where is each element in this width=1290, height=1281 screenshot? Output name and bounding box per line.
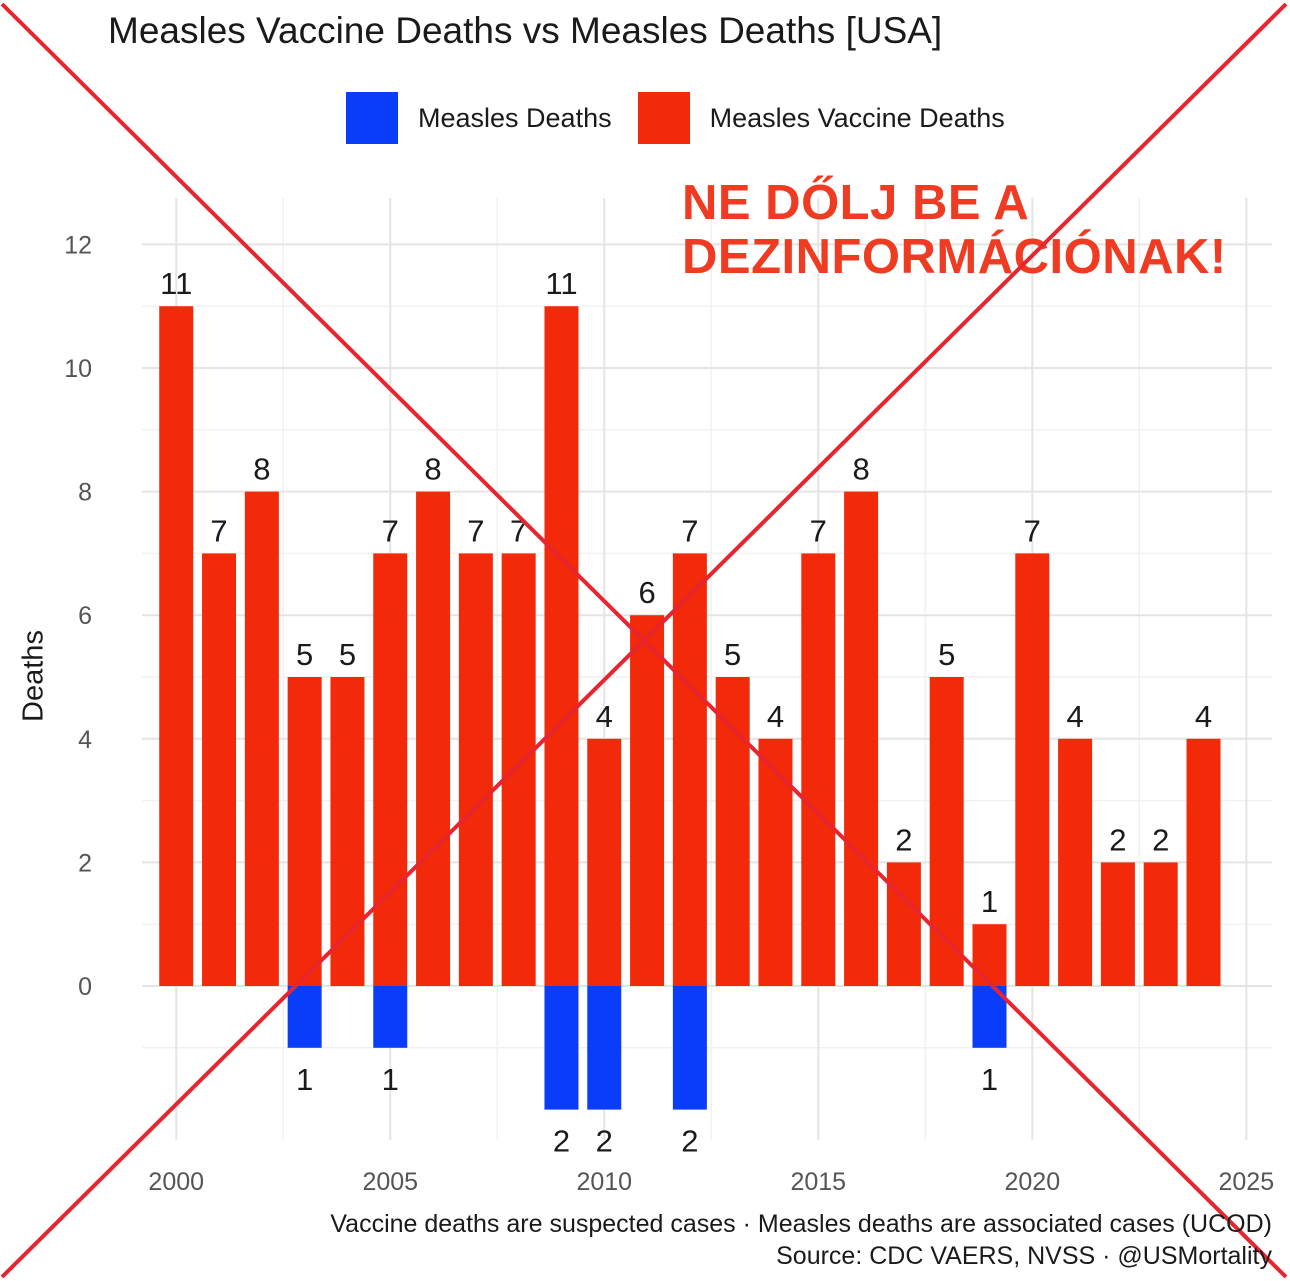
data-label-measles-vaccine-deaths: 1: [981, 884, 998, 919]
data-label-measles-vaccine-deaths: 8: [852, 452, 869, 487]
caption-source: Source: CDC VAERS, NVSS · @USMortality: [776, 1242, 1272, 1270]
bar-measles-vaccine-deaths: [501, 553, 536, 986]
bar-measles-vaccine-deaths: [758, 738, 793, 986]
bar-measles-vaccine-deaths: [544, 306, 579, 986]
data-label-measles-deaths: 2: [553, 1124, 570, 1159]
bar-measles-deaths: [972, 986, 1007, 1048]
data-label-measles-vaccine-deaths: 7: [810, 513, 827, 548]
bar-measles-vaccine-deaths: [1100, 862, 1135, 986]
disinformation-warning: NE DŐLJ BE A DEZINFORMÁCIÓNAK!: [682, 176, 1227, 284]
y-tick-label: 8: [78, 479, 92, 507]
data-label-measles-vaccine-deaths: 2: [1109, 822, 1126, 857]
x-tick-label: 2020: [1004, 1168, 1060, 1196]
bar-measles-vaccine-deaths: [801, 553, 836, 986]
bar-measles-vaccine-deaths: [202, 553, 237, 986]
x-tick-label: 2000: [148, 1168, 204, 1196]
data-label-measles-vaccine-deaths: 5: [724, 637, 741, 672]
y-tick-label: 2: [78, 849, 92, 877]
bar-measles-vaccine-deaths: [929, 677, 964, 986]
x-tick-label: 2010: [576, 1168, 632, 1196]
bar-measles-vaccine-deaths: [330, 677, 365, 986]
y-tick-label: 0: [78, 973, 92, 1001]
y-tick-label: 4: [78, 726, 92, 754]
bar-measles-vaccine-deaths: [373, 553, 408, 986]
bar-measles-vaccine-deaths: [1015, 553, 1050, 986]
data-label-measles-vaccine-deaths: 4: [1066, 699, 1083, 734]
data-label-measles-deaths: 2: [596, 1124, 613, 1159]
bar-measles-vaccine-deaths: [159, 306, 194, 986]
bar-measles-vaccine-deaths: [972, 924, 1007, 986]
data-label-measles-deaths: 1: [382, 1062, 399, 1097]
data-label-measles-deaths: 2: [681, 1124, 698, 1159]
bar-measles-vaccine-deaths: [630, 615, 665, 986]
data-label-measles-vaccine-deaths: 4: [767, 699, 784, 734]
bar-measles-deaths: [287, 986, 322, 1048]
warning-line-2: DEZINFORMÁCIÓNAK!: [682, 230, 1227, 284]
x-tick-label: 2015: [790, 1168, 846, 1196]
caption-note: Vaccine deaths are suspected cases · Mea…: [330, 1210, 1272, 1238]
data-label-measles-vaccine-deaths: 7: [681, 513, 698, 548]
bar-measles-vaccine-deaths: [287, 677, 322, 986]
data-label-measles-vaccine-deaths: 7: [467, 513, 484, 548]
data-label-measles-vaccine-deaths: 5: [296, 637, 313, 672]
bar-measles-vaccine-deaths: [1143, 862, 1178, 986]
bar-measles-vaccine-deaths: [244, 491, 279, 986]
data-label-measles-vaccine-deaths: 7: [382, 513, 399, 548]
bar-measles-vaccine-deaths: [844, 491, 879, 986]
data-label-measles-vaccine-deaths: 6: [638, 575, 655, 610]
data-label-measles-vaccine-deaths: 4: [1195, 699, 1212, 734]
y-tick-label: 12: [64, 231, 92, 259]
y-tick-label: 10: [64, 355, 92, 383]
bar-measles-vaccine-deaths: [416, 491, 451, 986]
bar-measles-vaccine-deaths: [886, 862, 921, 986]
data-label-measles-vaccine-deaths: 2: [1152, 822, 1169, 857]
data-label-measles-vaccine-deaths: 11: [160, 266, 192, 301]
x-tick-label: 2025: [1219, 1168, 1275, 1196]
data-label-measles-vaccine-deaths: 11: [545, 266, 577, 301]
bar-measles-deaths: [587, 986, 622, 1110]
data-label-measles-vaccine-deaths: 4: [596, 699, 613, 734]
data-label-measles-vaccine-deaths: 7: [510, 513, 527, 548]
data-label-measles-vaccine-deaths: 7: [1024, 513, 1041, 548]
bar-measles-vaccine-deaths: [1058, 738, 1093, 986]
bar-measles-deaths: [672, 986, 707, 1110]
y-tick-label: 6: [78, 602, 92, 630]
warning-line-1: NE DŐLJ BE A: [682, 176, 1030, 230]
data-label-measles-vaccine-deaths: 2: [895, 822, 912, 857]
data-label-measles-vaccine-deaths: 5: [938, 637, 955, 672]
data-label-measles-deaths: 1: [981, 1062, 998, 1097]
bar-measles-deaths: [373, 986, 408, 1048]
x-tick-label: 2005: [362, 1168, 418, 1196]
bar-measles-vaccine-deaths: [1186, 738, 1221, 986]
data-label-measles-deaths: 1: [296, 1062, 313, 1097]
data-label-measles-vaccine-deaths: 5: [339, 637, 356, 672]
data-label-measles-vaccine-deaths: 8: [424, 452, 441, 487]
bar-measles-vaccine-deaths: [672, 553, 707, 986]
bar-measles-deaths: [544, 986, 579, 1110]
bar-measles-vaccine-deaths: [715, 677, 750, 986]
bar-measles-vaccine-deaths: [587, 738, 622, 986]
data-label-measles-vaccine-deaths: 7: [210, 513, 227, 548]
bar-measles-vaccine-deaths: [458, 553, 493, 986]
data-label-measles-vaccine-deaths: 8: [253, 452, 270, 487]
